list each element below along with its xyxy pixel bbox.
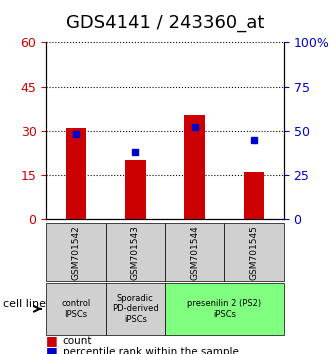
Text: GSM701542: GSM701542: [71, 225, 81, 280]
Bar: [244, 172, 265, 219]
Text: cell line: cell line: [3, 298, 46, 309]
Text: ■: ■: [46, 334, 58, 347]
Bar: [66, 128, 86, 219]
Text: GSM701543: GSM701543: [131, 225, 140, 280]
Text: GSM701544: GSM701544: [190, 225, 199, 280]
Text: Sporadic
PD-derived
iPSCs: Sporadic PD-derived iPSCs: [112, 294, 159, 324]
Bar: [125, 160, 146, 219]
Text: ■: ■: [46, 346, 58, 354]
Text: GSM701545: GSM701545: [249, 225, 259, 280]
Text: GDS4141 / 243360_at: GDS4141 / 243360_at: [66, 14, 264, 32]
Text: presenilin 2 (PS2)
iPSCs: presenilin 2 (PS2) iPSCs: [187, 299, 261, 319]
Text: control
IPSCs: control IPSCs: [61, 299, 90, 319]
Text: percentile rank within the sample: percentile rank within the sample: [63, 347, 239, 354]
Text: count: count: [63, 336, 92, 346]
Bar: [184, 115, 205, 219]
